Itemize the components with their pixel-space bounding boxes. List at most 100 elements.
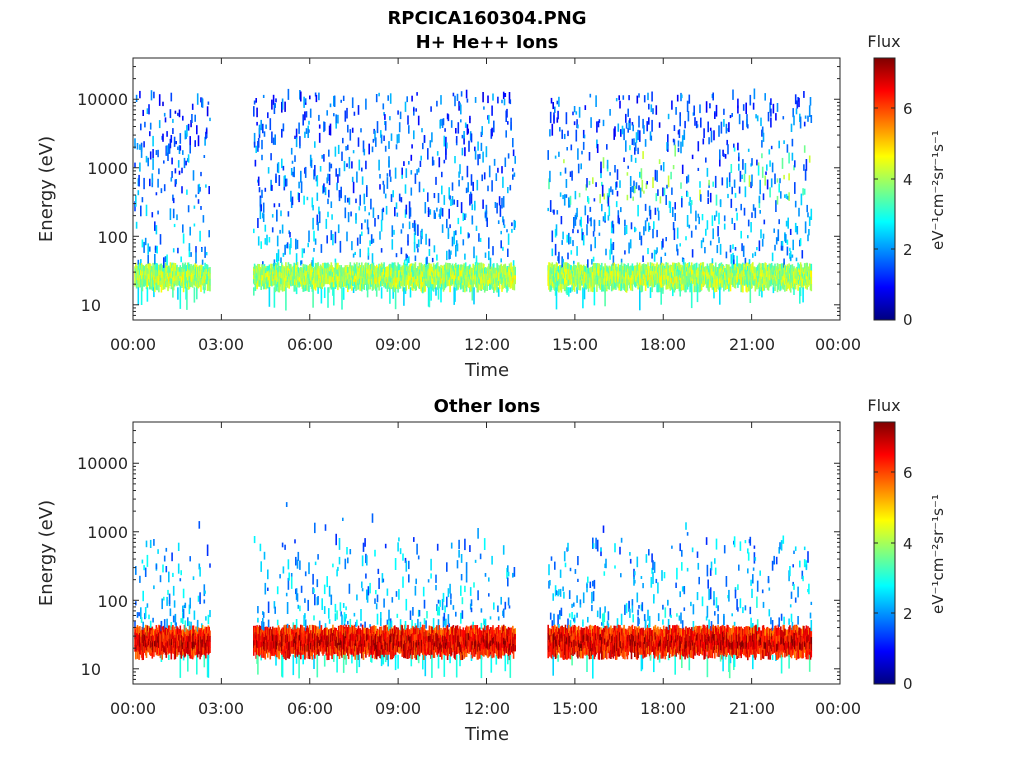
flux-cell — [750, 271, 752, 278]
flux-cell — [676, 94, 679, 102]
flux-cell — [255, 145, 257, 153]
flux-cell — [614, 126, 616, 137]
flux-cell — [279, 276, 281, 282]
flux-cell — [153, 287, 155, 298]
flux-cell — [487, 185, 489, 192]
flux-cell — [417, 239, 420, 248]
flux-cell — [692, 112, 695, 116]
flux-cell — [405, 263, 408, 271]
flux-cell — [323, 154, 325, 162]
flux-cell — [500, 230, 502, 235]
flux-cell — [264, 224, 267, 232]
flux-cell — [661, 262, 663, 270]
flux-cell — [740, 230, 742, 239]
flux-cell — [446, 274, 449, 281]
flux-cell — [757, 165, 760, 176]
flux-cell — [475, 255, 478, 264]
flux-cell — [156, 283, 158, 291]
flux-cell — [153, 642, 155, 650]
flux-cell — [361, 268, 364, 274]
flux-cell — [702, 138, 705, 145]
flux-cell — [585, 283, 587, 290]
flux-cell — [412, 270, 414, 278]
figure-title: RPCICA160304.PNG — [387, 8, 586, 29]
flux-cell — [298, 277, 300, 283]
flux-cell — [646, 217, 648, 222]
flux-cell — [723, 279, 726, 285]
flux-cell — [308, 230, 310, 243]
flux-cell — [726, 177, 728, 189]
flux-cell — [298, 181, 300, 189]
flux-cell — [804, 282, 807, 289]
flux-cell — [276, 277, 278, 285]
flux-cell — [687, 270, 690, 277]
flux-cell — [794, 283, 796, 290]
flux-cell — [471, 268, 474, 274]
flux-cell — [163, 632, 165, 640]
flux-cell — [657, 264, 660, 272]
flux-cell — [792, 108, 794, 118]
flux-cell — [697, 271, 700, 276]
flux-cell — [452, 92, 455, 97]
flux-cell — [209, 278, 211, 286]
flux-cell — [194, 648, 196, 656]
flux-cell — [329, 103, 332, 108]
flux-cell — [333, 95, 336, 107]
flux-cell — [295, 287, 298, 295]
flux-cell — [648, 222, 650, 232]
flux-cell — [706, 275, 709, 283]
flux-cell — [262, 212, 264, 219]
flux-cell — [336, 269, 338, 275]
flux-cell — [789, 253, 791, 259]
flux-cell — [364, 206, 366, 212]
flux-cell — [416, 243, 418, 249]
flux-cell — [677, 130, 680, 135]
flux-cell — [730, 272, 733, 277]
flux-cell — [263, 131, 266, 137]
flux-cell — [511, 222, 513, 227]
flux-cell — [358, 206, 361, 211]
flux-cell — [507, 187, 509, 194]
flux-cell — [355, 267, 357, 274]
flux-cell — [732, 244, 734, 250]
flux-cell — [435, 269, 437, 275]
flux-cell — [627, 263, 629, 270]
flux-cell — [145, 642, 148, 651]
flux-cell — [750, 222, 752, 233]
flux-cell — [433, 245, 436, 253]
flux-cell — [337, 144, 340, 154]
flux-cell — [553, 112, 555, 121]
flux-cell — [588, 152, 591, 161]
flux-cell — [331, 271, 333, 278]
flux-cell — [271, 271, 274, 277]
flux-cell — [358, 262, 361, 269]
flux-cell — [693, 105, 695, 116]
flux-cell — [619, 180, 621, 188]
flux-cell — [192, 170, 195, 181]
flux-cell — [690, 268, 693, 276]
flux-cell — [350, 266, 352, 272]
flux-cell — [810, 277, 813, 285]
flux-cell — [438, 157, 441, 168]
flux-cell — [143, 177, 145, 190]
flux-cell — [511, 276, 513, 282]
flux-cell — [719, 199, 722, 208]
flux-cell — [640, 168, 643, 180]
flux-cell — [810, 208, 813, 220]
flux-cell — [325, 273, 328, 279]
flux-cell — [414, 173, 417, 184]
flux-cell — [417, 248, 419, 253]
flux-cell — [791, 275, 794, 281]
flux-cell — [435, 279, 437, 285]
flux-cell — [733, 179, 736, 188]
flux-cell — [483, 263, 485, 271]
flux-cell — [431, 257, 434, 263]
flux-cell — [739, 273, 742, 280]
flux-cell — [560, 285, 563, 293]
flux-cell — [394, 167, 397, 179]
flux-cell — [688, 94, 691, 104]
flux-cell — [751, 281, 753, 289]
flux-cell — [614, 265, 616, 272]
flux-cell — [402, 284, 404, 292]
flux-cell — [391, 225, 394, 237]
